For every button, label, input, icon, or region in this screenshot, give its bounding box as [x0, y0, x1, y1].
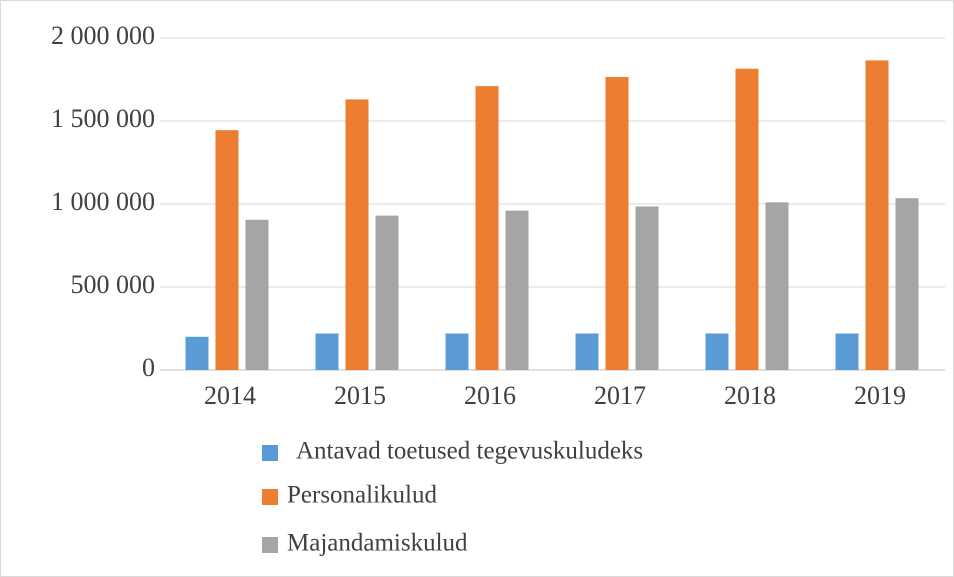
legend-label: Majandamiskulud: [287, 530, 468, 557]
legend-label: Personalikulud: [287, 482, 437, 509]
legend-label: Antavad toetused tegevuskuludeks: [296, 438, 643, 465]
y-tick-label: 0: [142, 353, 155, 382]
bar: [735, 68, 759, 371]
legend-swatch: [262, 489, 278, 505]
bar: [445, 333, 469, 370]
x-tick-label: 2017: [594, 381, 646, 410]
x-tick-label: 2015: [334, 381, 386, 410]
legend-swatch: [262, 445, 278, 461]
x-tick-label: 2019: [854, 381, 906, 410]
bar: [315, 333, 339, 370]
bar: [765, 202, 789, 370]
bar: [835, 333, 859, 370]
bar: [605, 77, 629, 370]
y-tick-label: 1 000 000: [51, 187, 155, 216]
bar: [865, 60, 889, 370]
y-tick-label: 2 000 000: [51, 21, 155, 50]
bar: [635, 206, 659, 370]
bar: [895, 198, 919, 370]
x-tick-label: 2018: [724, 381, 776, 410]
bar: [185, 336, 209, 370]
bar: [215, 130, 239, 370]
bar: [475, 86, 499, 370]
bar: [505, 210, 529, 370]
y-tick-label: 1 500 000: [51, 104, 155, 133]
bar: [345, 99, 369, 371]
y-tick-label: 500 000: [71, 270, 156, 299]
x-tick-label: 2016: [464, 381, 516, 410]
bar: [575, 333, 599, 370]
bar: [375, 215, 399, 370]
legend-swatch: [262, 537, 278, 553]
bar: [705, 333, 729, 370]
bar: [245, 219, 269, 370]
x-tick-label: 2014: [204, 381, 256, 410]
